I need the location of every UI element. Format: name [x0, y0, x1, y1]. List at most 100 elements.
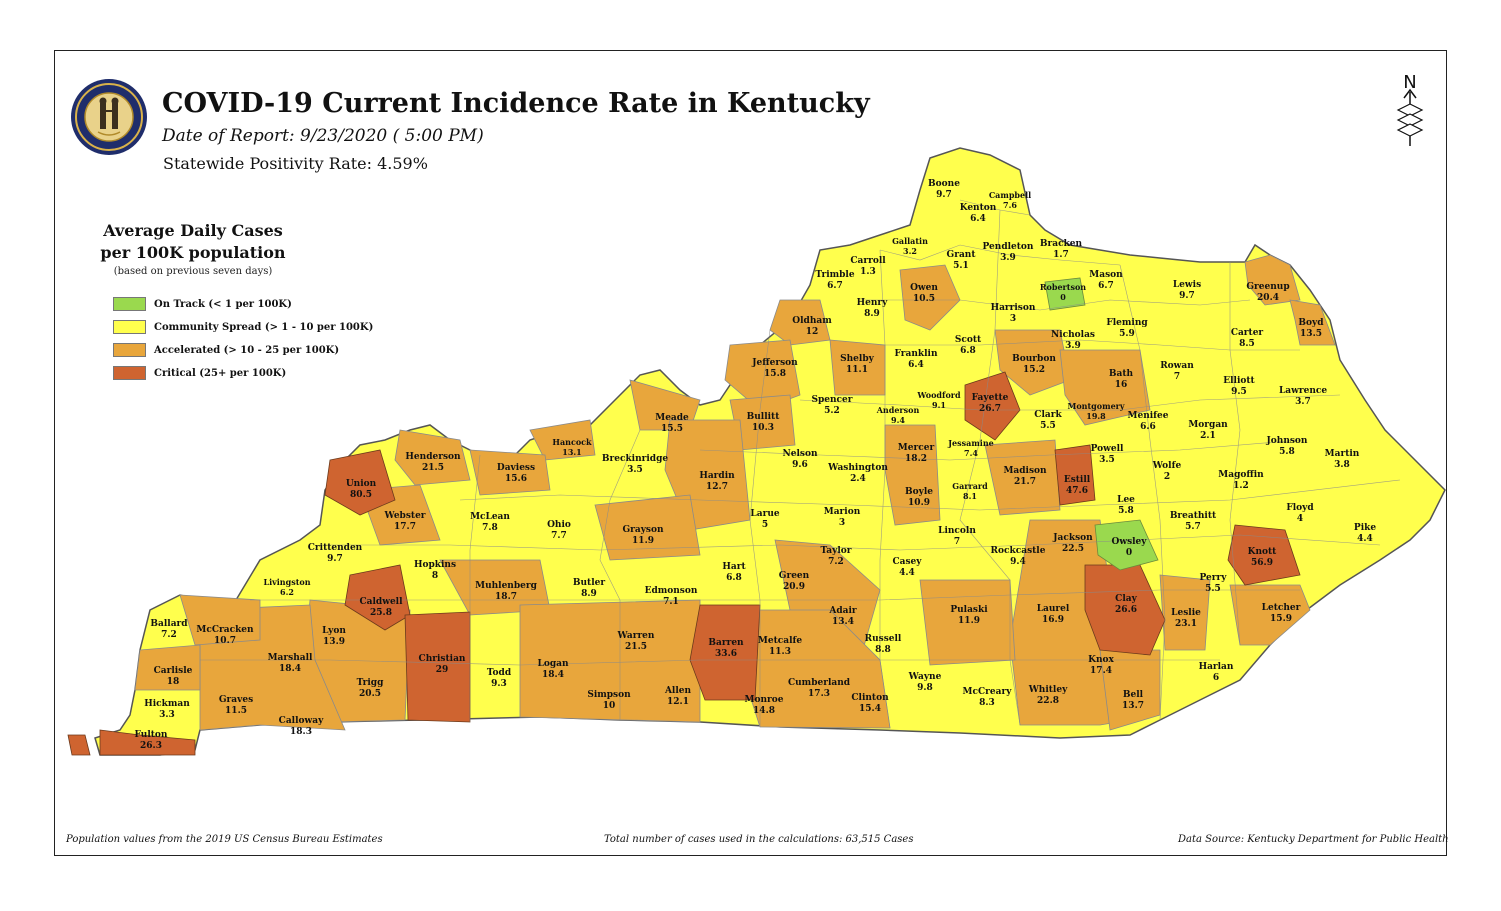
county-label-shelby: Shelby 11.1: [840, 354, 874, 376]
county-rate: 15.8: [764, 369, 786, 379]
county-rate: 13.1: [562, 447, 582, 457]
county-rate: 20.9: [783, 582, 805, 592]
county-label-marshall: Marshall 18.4: [268, 653, 313, 675]
county-rate: 12.7: [706, 482, 728, 492]
county-rate: 18.2: [905, 454, 927, 464]
county-name: Garrard: [952, 481, 988, 491]
county-name: Rowan: [1160, 361, 1194, 371]
county-label-mccreary: McCreary 8.3: [963, 687, 1012, 709]
county-label-elliott: Elliott 9.5: [1223, 376, 1254, 398]
county-label-gallatin: Gallatin 3.2: [892, 236, 928, 256]
county-name: Shelby: [840, 354, 874, 364]
county-name: Nelson: [782, 449, 818, 459]
county-rate: 15.2: [1023, 365, 1045, 375]
county-rate: 26.7: [979, 404, 1001, 414]
county-rate: 11.3: [769, 647, 791, 657]
county-rate: 3.7: [1295, 397, 1311, 407]
county-label-jefferson: Jefferson 15.8: [752, 358, 797, 380]
county-shape-madison: [984, 439, 1061, 516]
county-rate: 17.7: [394, 522, 416, 532]
county-name: Grayson: [622, 525, 664, 535]
county-label-trigg: Trigg 20.5: [357, 678, 384, 700]
map-title: COVID-19 Current Incidence Rate in Kentu…: [162, 88, 870, 119]
county-label-owen: Owen 10.5: [910, 283, 938, 305]
county-name: Knox: [1088, 655, 1114, 665]
county-label-letcher: Letcher 15.9: [1262, 603, 1301, 625]
county-name: Robertson: [1039, 282, 1087, 292]
county-rate: 13.9: [323, 637, 345, 647]
county-label-powell: Powell 3.5: [1091, 444, 1124, 466]
county-name: Bath: [1108, 369, 1134, 379]
county-label-pike: Pike 4.4: [1354, 523, 1376, 545]
county-label-calloway: Calloway 18.3: [279, 716, 324, 738]
county-name: Letcher: [1261, 603, 1301, 613]
county-label-pulaski: Pulaski 11.9: [950, 605, 987, 627]
county-rate: 18.4: [279, 664, 301, 674]
county-name: Calloway: [278, 716, 324, 726]
county-shape-daviess: [469, 449, 551, 496]
county-rate: 25.8: [370, 608, 392, 618]
county-name: Wolfe: [1152, 461, 1182, 471]
county-label-hardin: Hardin 12.7: [699, 471, 734, 493]
county-label-jackson: Jackson 22.5: [1053, 533, 1092, 555]
county-name: Casey: [892, 557, 922, 567]
county-name: Montgomery: [1067, 401, 1125, 411]
county-name: Hancock: [552, 437, 592, 447]
county-rate: 7.2: [161, 630, 177, 640]
county-rate: 3: [838, 518, 846, 528]
county-rate: 29: [435, 665, 449, 675]
county-rate: 2.4: [850, 474, 866, 484]
county-label-boyd: Boyd 13.5: [1298, 318, 1323, 340]
county-rate: 3.9: [1065, 341, 1081, 351]
county-name: Jackson: [1053, 533, 1093, 543]
county-rate: 7: [1173, 372, 1181, 382]
county-rate: 18.7: [495, 592, 517, 602]
county-rate: 7.1: [663, 597, 679, 607]
county-rate: 6.7: [827, 281, 843, 291]
county-rate: 56.9: [1251, 558, 1273, 568]
county-label-marion: Marion 3: [824, 507, 861, 529]
county-name: Marion: [823, 507, 861, 517]
county-name: Bell: [1122, 690, 1144, 700]
county-name: Graves: [218, 695, 254, 705]
county-label-carter: Carter 8.5: [1231, 328, 1263, 350]
county-rate: 16.9: [1042, 615, 1064, 625]
county-label-martin: Martin 3.8: [1325, 449, 1360, 471]
legend-label: Critical (25+ per 100K): [154, 367, 287, 379]
county-name: Boone: [928, 179, 960, 189]
county-name: Oldham: [792, 316, 832, 326]
county-name: Caldwell: [359, 597, 403, 607]
county-label-hickman: Hickman 3.3: [144, 699, 190, 721]
county-label-greenup: Greenup 20.4: [1246, 282, 1289, 304]
county-rate: 6.4: [970, 214, 986, 224]
county-label-grant: Grant 5.1: [947, 250, 976, 272]
north-arrow-icon: N: [1396, 72, 1424, 146]
county-label-owsley: Owsley 0: [1111, 537, 1146, 559]
county-name: Franklin: [894, 349, 938, 359]
legend-item-on-track: On Track (< 1 per 100K): [113, 296, 292, 312]
county-label-hart: Hart 6.8: [722, 562, 745, 584]
county-name: Todd: [486, 668, 512, 678]
county-name: Marshall: [267, 653, 313, 663]
county-label-christian: Christian 29: [419, 654, 466, 676]
county-label-perry: Perry 5.5: [1200, 573, 1227, 595]
county-name: Magoffin: [1218, 470, 1264, 480]
county-rate: 11.5: [225, 706, 247, 716]
county-label-mccracken: McCracken 10.7: [196, 625, 253, 647]
county-name: McCracken: [196, 625, 254, 635]
legend-label: Community Spread (> 1 - 10 per 100K): [154, 321, 374, 333]
county-name: Hardin: [699, 471, 735, 481]
county-rate: 26.3: [140, 741, 162, 751]
county-label-daviess: Daviess 15.6: [497, 463, 535, 485]
county-label-boyle: Boyle 10.9: [905, 487, 933, 509]
county-label-taylor: Taylor 7.2: [820, 546, 851, 568]
county-name: Lawrence: [1278, 386, 1328, 396]
county-rate: 4.4: [1357, 534, 1373, 544]
county-rate: 5.9: [1119, 329, 1135, 339]
county-label-garrard: Garrard 8.1: [952, 481, 987, 501]
county-rate: 3: [1009, 314, 1017, 324]
county-label-knott: Knott 56.9: [1248, 547, 1277, 569]
county-rate: 3.3: [159, 710, 175, 720]
county-label-campbell: Campbell 7.6: [989, 190, 1031, 210]
county-name: Estill: [1063, 475, 1091, 485]
